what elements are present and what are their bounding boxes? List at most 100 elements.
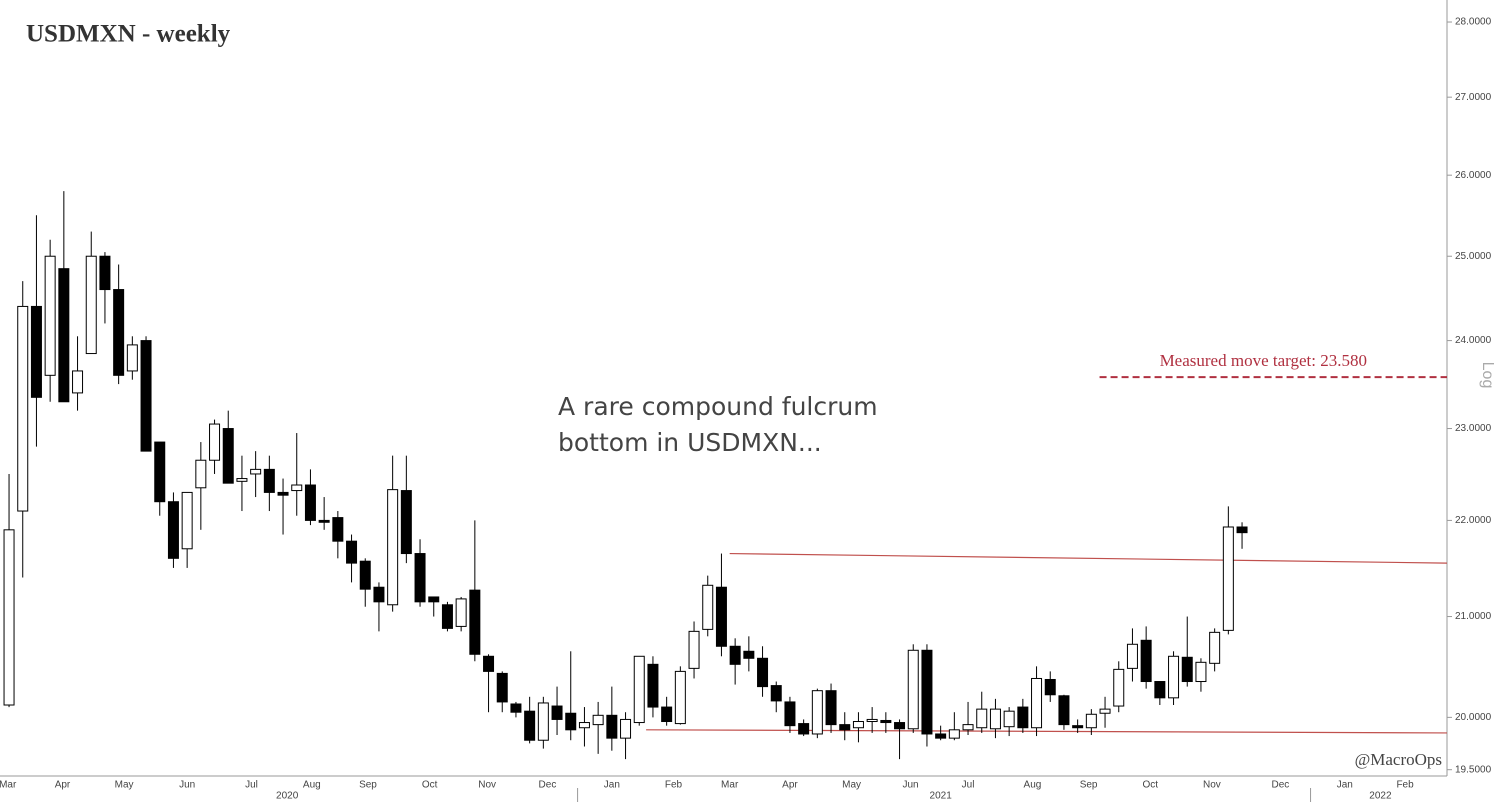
candle-body [702, 584, 714, 630]
candle-body [483, 655, 495, 672]
x-tick-label: Jun [179, 780, 195, 791]
candle-body [606, 714, 618, 739]
x-tick-label: Apr [55, 780, 71, 791]
candle-body [277, 491, 289, 496]
y-tick-label: 19.5000 [1455, 764, 1492, 775]
candle-body [633, 655, 645, 724]
year-label: 2021 [930, 791, 953, 802]
candle-body [17, 305, 29, 512]
candle-body [167, 501, 179, 559]
candle-body [72, 370, 84, 394]
x-tick-label: Sep [1080, 780, 1098, 791]
x-tick-label: Jul [962, 780, 975, 791]
candle-body [1168, 655, 1180, 699]
candle-body [291, 484, 303, 492]
x-tick-label: Jun [902, 780, 918, 791]
annotation: A rare compound fulcrum [558, 392, 878, 421]
candle-body [852, 721, 864, 729]
candle-body [222, 428, 234, 484]
x-tick-label: May [115, 780, 134, 791]
x-tick-label: Mar [721, 780, 739, 791]
year-label: 2022 [1369, 791, 1392, 802]
candle-body [359, 560, 371, 590]
candle-body [428, 596, 440, 603]
candle-body [318, 519, 330, 523]
candle-body [373, 586, 385, 603]
candle-body [880, 719, 892, 724]
candle-body [989, 708, 1001, 730]
candle-body [948, 729, 960, 739]
candle-body [387, 489, 399, 606]
y-tick-label: 23.0000 [1455, 423, 1492, 434]
log-label: Log [1479, 362, 1496, 389]
candle-body [1072, 725, 1084, 729]
x-tick-label: Feb [665, 780, 683, 791]
candle-body [304, 484, 316, 521]
candle-body [757, 657, 769, 688]
candle-body [496, 672, 508, 703]
chart-title: USDMXN - weekly [26, 21, 231, 48]
candle-body [935, 733, 947, 739]
candle-body [798, 723, 810, 735]
candle-body [441, 604, 453, 629]
candle-body [551, 705, 563, 720]
candle-body [455, 598, 467, 627]
x-tick-label: Mar [0, 780, 17, 791]
candle-body [825, 690, 837, 726]
candle-body [126, 344, 138, 372]
credit: @MacroOps [1355, 750, 1442, 769]
x-tick-label: Feb [1396, 780, 1414, 791]
candle-body [154, 441, 166, 503]
candle-body [469, 589, 481, 655]
x-tick-label: Dec [539, 780, 557, 791]
candle-body [140, 340, 152, 452]
trend-line [646, 729, 1448, 734]
candle-body [894, 722, 906, 730]
candle-body [85, 255, 97, 355]
candle-body [921, 649, 933, 735]
candle-body [537, 702, 549, 741]
y-tick-label: 21.0000 [1455, 611, 1492, 622]
y-tick-label: 27.0000 [1455, 92, 1492, 103]
x-tick-label: Sep [359, 780, 377, 791]
x-tick-label: Nov [478, 780, 496, 791]
candle-body [1140, 639, 1152, 683]
candle-body [620, 718, 632, 739]
candle-body [1209, 631, 1221, 664]
candle-body [1154, 681, 1166, 699]
candle-body [250, 468, 262, 475]
y-tick-label: 22.0000 [1455, 515, 1492, 526]
x-tick-label: Oct [1142, 780, 1158, 791]
y-tick-label: 24.0000 [1455, 335, 1492, 346]
x-tick-label: Jan [604, 780, 620, 791]
candle-body [1058, 695, 1070, 726]
candle-body [524, 710, 536, 741]
year-label: 2020 [276, 791, 299, 802]
candle-body [1236, 526, 1248, 534]
candle-body [58, 268, 70, 403]
candle-body [1222, 526, 1234, 631]
candle-body [113, 289, 125, 376]
x-tick-label: Nov [1203, 780, 1221, 791]
candle-body [414, 553, 426, 603]
x-tick-label: May [842, 780, 861, 791]
candle-body [1181, 656, 1193, 683]
candle-body [1017, 706, 1029, 729]
y-tick-label: 25.0000 [1455, 251, 1492, 262]
candle-body [770, 685, 782, 702]
x-tick-label: Oct [422, 780, 438, 791]
candle-body [209, 423, 221, 461]
candle-body [1113, 668, 1125, 707]
x-tick-label: Apr [782, 780, 798, 791]
candle-body [866, 718, 878, 723]
candle-body [592, 714, 604, 726]
candle-body [1099, 708, 1111, 714]
x-tick-label: Jan [1337, 780, 1353, 791]
candle-body [1085, 713, 1097, 729]
candle-body [30, 305, 42, 398]
y-tick-label: 28.0000 [1455, 17, 1492, 28]
candle-body [784, 701, 796, 727]
x-tick-label: Jul [245, 780, 258, 791]
candle-body [1031, 677, 1043, 729]
